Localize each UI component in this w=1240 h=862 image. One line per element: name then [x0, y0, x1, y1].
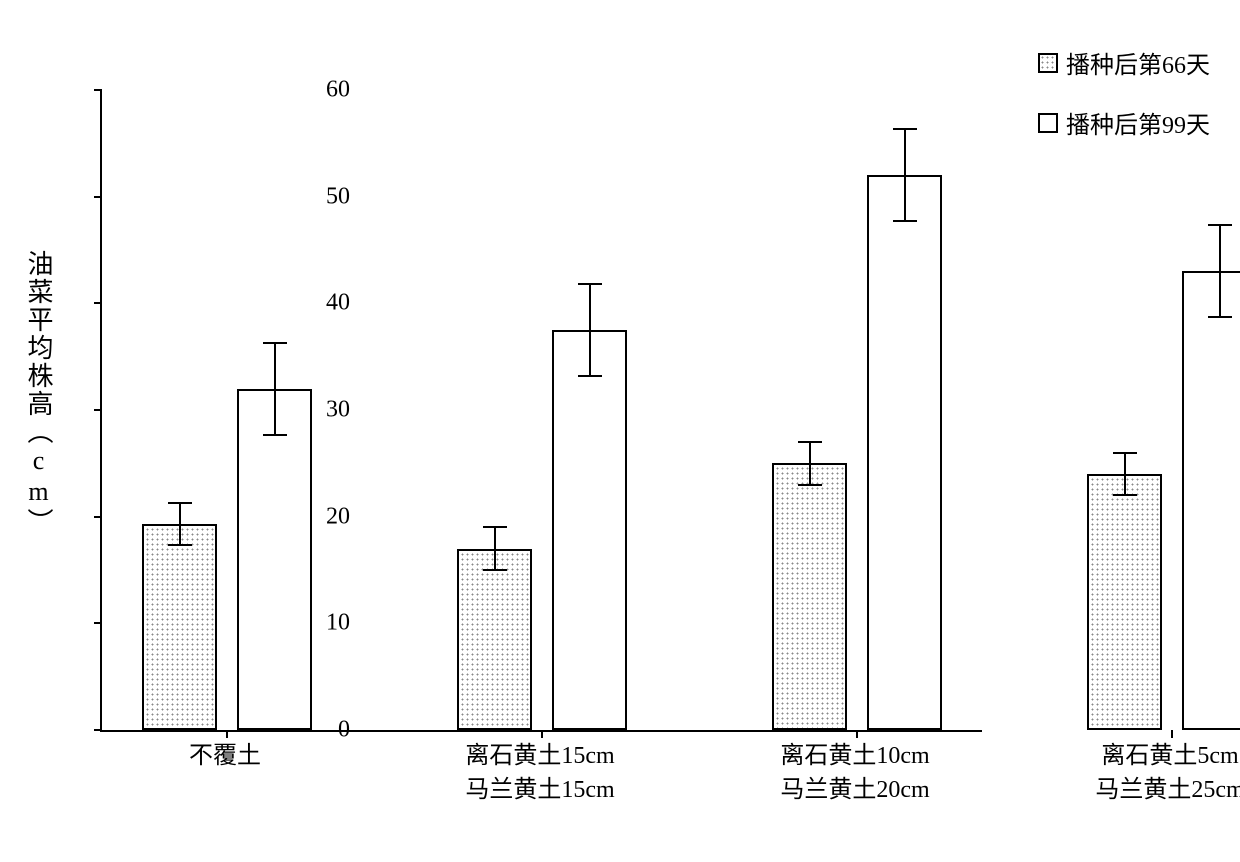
bar [1087, 474, 1162, 730]
y-tick-label: 40 [326, 290, 350, 317]
bar [142, 524, 217, 730]
error-bar-line [1219, 225, 1221, 317]
error-bar-cap [1113, 494, 1137, 496]
error-bar-cap [578, 375, 602, 377]
error-bar-line [809, 442, 811, 485]
plot-area [100, 90, 982, 732]
error-bar-cap [893, 128, 917, 130]
x-tick-mark [1171, 730, 1173, 738]
error-bar-line [589, 284, 591, 376]
bar [867, 175, 942, 730]
legend-swatch-dotted-icon [1038, 53, 1058, 73]
y-tick-mark [94, 729, 102, 731]
x-tick-mark [541, 730, 543, 738]
error-bar-cap [798, 484, 822, 486]
error-bar-cap [168, 502, 192, 504]
y-tick-label: 30 [326, 397, 350, 424]
error-bar-cap [263, 434, 287, 436]
x-tick-label: 离石黄土5cm 马兰黄土25cm [1060, 740, 1240, 807]
x-tick-label: 离石黄土10cm 马兰黄土20cm [745, 740, 965, 807]
error-bar-cap [893, 220, 917, 222]
legend-swatch-white-icon [1038, 113, 1058, 133]
error-bar-line [1124, 453, 1126, 496]
error-bar-cap [263, 342, 287, 344]
y-tick-mark [94, 302, 102, 304]
y-tick-mark [94, 516, 102, 518]
error-bar-cap [798, 441, 822, 443]
error-bar-line [179, 503, 181, 546]
error-bar-line [494, 527, 496, 570]
error-bar-cap [1208, 224, 1232, 226]
y-tick-mark [94, 196, 102, 198]
y-tick-label: 0 [338, 717, 350, 744]
x-tick-label: 离石黄土15cm 马兰黄土15cm [430, 740, 650, 807]
error-bar-cap [483, 526, 507, 528]
bar [772, 463, 847, 730]
y-axis-title: 油菜平均株高（cm） [20, 250, 57, 536]
y-tick-mark [94, 622, 102, 624]
bar [237, 389, 312, 730]
legend-item-series-1: 播种后第66天 [1038, 45, 1210, 80]
error-bar-cap [168, 544, 192, 546]
legend: 播种后第66天 播种后第99天 [1038, 45, 1210, 165]
error-bar-line [904, 129, 906, 221]
error-bar-cap [483, 569, 507, 571]
y-tick-label: 20 [326, 503, 350, 530]
error-bar-cap [1208, 316, 1232, 318]
error-bar-cap [1113, 452, 1137, 454]
y-tick-label: 50 [326, 183, 350, 210]
bar [552, 330, 627, 730]
error-bar-cap [578, 283, 602, 285]
chart-container: 油菜平均株高（cm） 播种后第66天 播种后第99天 0 10 20 30 40 50 60… [0, 0, 1240, 862]
y-tick-label: 10 [326, 610, 350, 637]
legend-item-series-2: 播种后第99天 [1038, 105, 1210, 140]
y-tick-mark [94, 89, 102, 91]
legend-label-2: 播种后第99天 [1066, 105, 1210, 140]
bar [457, 549, 532, 730]
error-bar-line [274, 343, 276, 435]
bar [1182, 271, 1240, 730]
y-tick-mark [94, 409, 102, 411]
legend-label-1: 播种后第66天 [1066, 45, 1210, 80]
x-tick-mark [226, 730, 228, 738]
x-tick-label: 不覆土 [115, 740, 335, 774]
y-tick-label: 60 [326, 77, 350, 104]
x-tick-mark [856, 730, 858, 738]
